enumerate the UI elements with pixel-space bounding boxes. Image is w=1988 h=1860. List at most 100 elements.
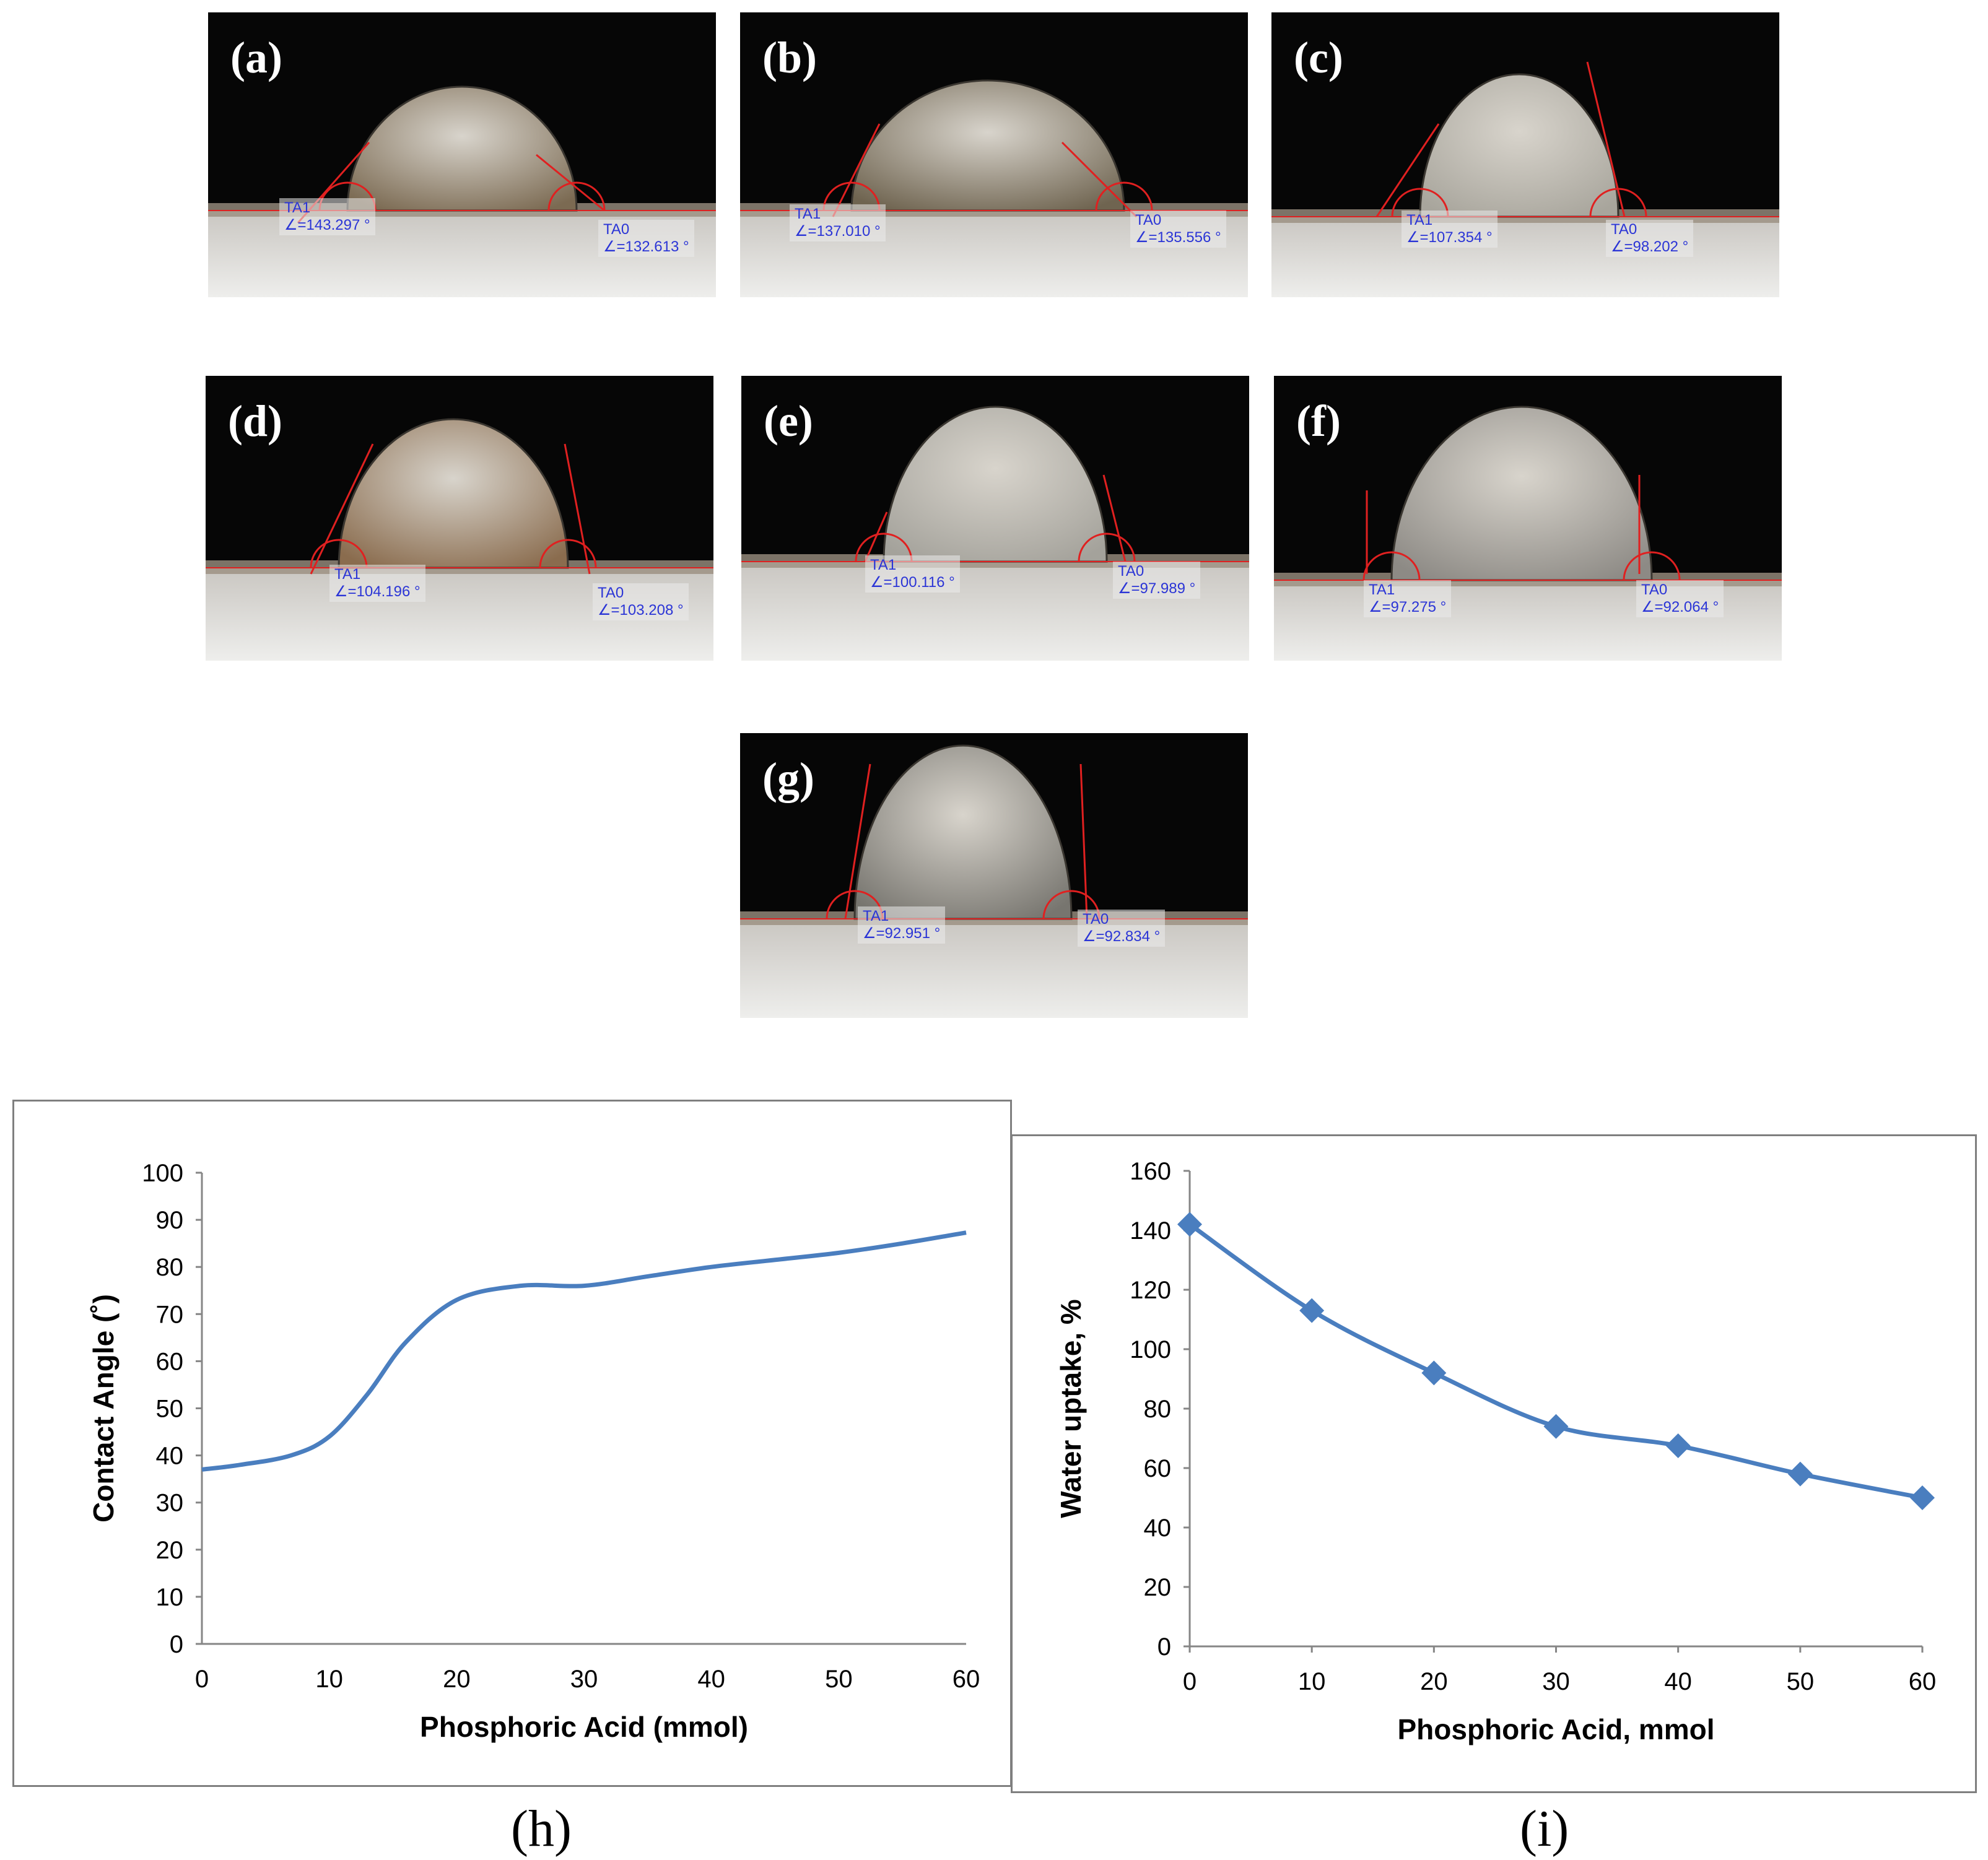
ta0-name: TA0 [598,585,624,601]
series-line [201,1230,967,1472]
chart-panel-h: 0 10 20 30 40 50 60 70 80 90 100 0 10 20 30 40 50 60 Phosp… [12,1100,1012,1787]
ta1-value: ∠=92.951 ° [863,925,941,942]
ta0-value: ∠=92.064 ° [1641,599,1719,615]
y-tick-label: 30 [156,1490,184,1517]
angle-arc-right [1078,532,1136,562]
angle-arc-right [1623,551,1681,581]
ta0-name: TA0 [1135,212,1162,228]
water-droplet [338,418,569,569]
angle-arc-left [1362,551,1421,581]
y-tick-label: 100 [1130,1336,1171,1363]
ta1-value: ∠=137.010 ° [795,223,881,240]
contact-angle-photo-e: (e) TA1 ∠=100.116 ° TA0 ∠=97.989 ° [741,376,1249,661]
water-droplet [850,79,1125,212]
data-point-marker [1665,1433,1691,1458]
panel-label: (f) [1296,396,1341,446]
tangent-line-right [1586,61,1626,217]
x-tick-label: 0 [1183,1668,1197,1695]
tangent-line-left [864,511,888,562]
x-tick-label: 10 [1298,1668,1326,1695]
y-tick-label: 140 [1130,1217,1171,1245]
ta1-name: TA1 [870,557,897,573]
ta0-value: ∠=98.202 ° [1611,238,1689,255]
angle-arc-right [1589,188,1647,217]
contact-angle-photo-b: (b) TA1 ∠=137.010 ° TA0 ∠=135.556 ° [740,12,1248,297]
water-uptake-chart: 0 20 40 60 80 100 120 140 160 0 10 20 30 40 50 60 Phosph… [1055,1158,1937,1745]
ta0-angle-readout: TA0 ∠=97.989 ° [1113,562,1201,599]
ta0-angle-readout: TA0 ∠=98.202 ° [1606,220,1694,257]
panel-label: (b) [762,33,817,82]
y-tick-label: 20 [1144,1574,1172,1601]
x-tick-label: 20 [443,1666,471,1693]
y-tick-label: 160 [1130,1158,1171,1185]
caption-i: (i) [1520,1800,1569,1858]
ta0-angle-readout: TA0 ∠=92.834 ° [1078,910,1166,947]
ta1-name: TA1 [863,908,889,924]
y-tick-label: 0 [170,1631,183,1658]
ta0-value: ∠=135.556 ° [1135,229,1221,246]
y-tick-label: 20 [156,1537,184,1564]
x-axis-label: Phosphoric Acid, mmol [1397,1713,1714,1745]
x-tick-label: 50 [825,1666,853,1693]
contact-angle-chart: 0 10 20 30 40 50 60 70 80 90 100 0 10 20 30 40 50 60 Phosp… [87,1160,980,1743]
water-droplet [1419,73,1620,218]
substrate [740,919,1248,1018]
y-tick-label: 0 [1157,1633,1171,1661]
ta0-angle-readout: TA0 ∠=92.064 ° [1636,580,1724,617]
contact-angle-photo-d: (d) TA1 ∠=104.196 ° TA0 ∠=103.208 ° [206,376,713,661]
tangent-line-right [1079,763,1088,919]
ta1-value: ∠=107.354 ° [1406,229,1493,246]
chart-panel-i: 0 20 40 60 80 100 120 140 160 0 10 20 30 40 50 60 Phosph… [1011,1134,1977,1793]
x-axis-label: Phosphoric Acid (mmol) [420,1711,748,1743]
contact-angle-photo-c: (c) TA1 ∠=107.354 ° TA0 ∠=98.202 ° [1271,12,1779,297]
y-tick-label: 80 [156,1254,184,1281]
tangent-line-right [1102,474,1127,562]
ta1-angle-readout: TA1 ∠=107.354 ° [1402,211,1498,248]
y-tick-label: 40 [156,1443,184,1470]
ta1-angle-readout: TA1 ∠=100.116 ° [865,555,960,593]
data-point-marker [1910,1485,1935,1510]
water-droplet [853,744,1073,920]
ta1-value: ∠=104.196 ° [334,583,421,600]
ta1-angle-readout: TA1 ∠=97.275 ° [1364,580,1452,617]
ta1-angle-readout: TA1 ∠=137.010 ° [790,204,886,241]
x-tick-label: 10 [315,1666,343,1693]
panel-label: (g) [762,754,814,803]
tangent-line-left [310,443,374,575]
y-tick-label: 50 [156,1396,184,1423]
water-droplet [1390,406,1653,581]
y-tick-label: 80 [1144,1396,1172,1423]
ta0-angle-readout: TA0 ∠=135.556 ° [1130,211,1226,248]
ta0-name: TA0 [1641,581,1668,598]
x-tick-label: 40 [1664,1668,1692,1695]
droplet-drawing [1274,406,1782,661]
ta1-angle-readout: TA1 ∠=104.196 ° [329,565,425,602]
data-point-marker [1177,1212,1202,1237]
ta0-name: TA0 [1083,911,1109,928]
angle-arc-right [547,181,606,211]
series-line [1188,1222,1923,1500]
x-tick-label: 60 [1909,1668,1937,1695]
angle-arc-left [310,539,368,568]
x-tick-label: 60 [953,1666,980,1693]
x-tick-label: 0 [195,1666,209,1693]
ta1-name: TA1 [334,566,361,583]
droplet-drawing [741,406,1249,661]
y-tick-label: 40 [1144,1515,1172,1542]
contact-angle-photo-a: (a) TA1 ∠=143.297 ° TA0 ∠=132.613 ° [208,12,716,297]
ta0-name: TA0 [603,221,630,238]
data-point-marker [1543,1414,1569,1439]
contact-angle-photo-f: (f) TA1 ∠=97.275 ° TA0 ∠=92.064 ° [1274,376,1782,661]
ta0-value: ∠=132.613 ° [603,238,689,255]
data-point-marker [1299,1298,1325,1323]
droplet-drawing [1271,61,1779,297]
ta0-name: TA0 [1611,221,1637,238]
y-axis-label: Contact Angle (˚) [87,1294,120,1523]
ta1-name: TA1 [795,206,821,222]
water-droplet [883,406,1108,563]
ta1-value: ∠=100.116 ° [870,574,955,591]
y-tick-label: 60 [1144,1455,1172,1482]
y-tick-label: 120 [1130,1277,1171,1304]
water-droplet [346,85,578,212]
y-axis-label: Water uptake, % [1055,1299,1087,1518]
